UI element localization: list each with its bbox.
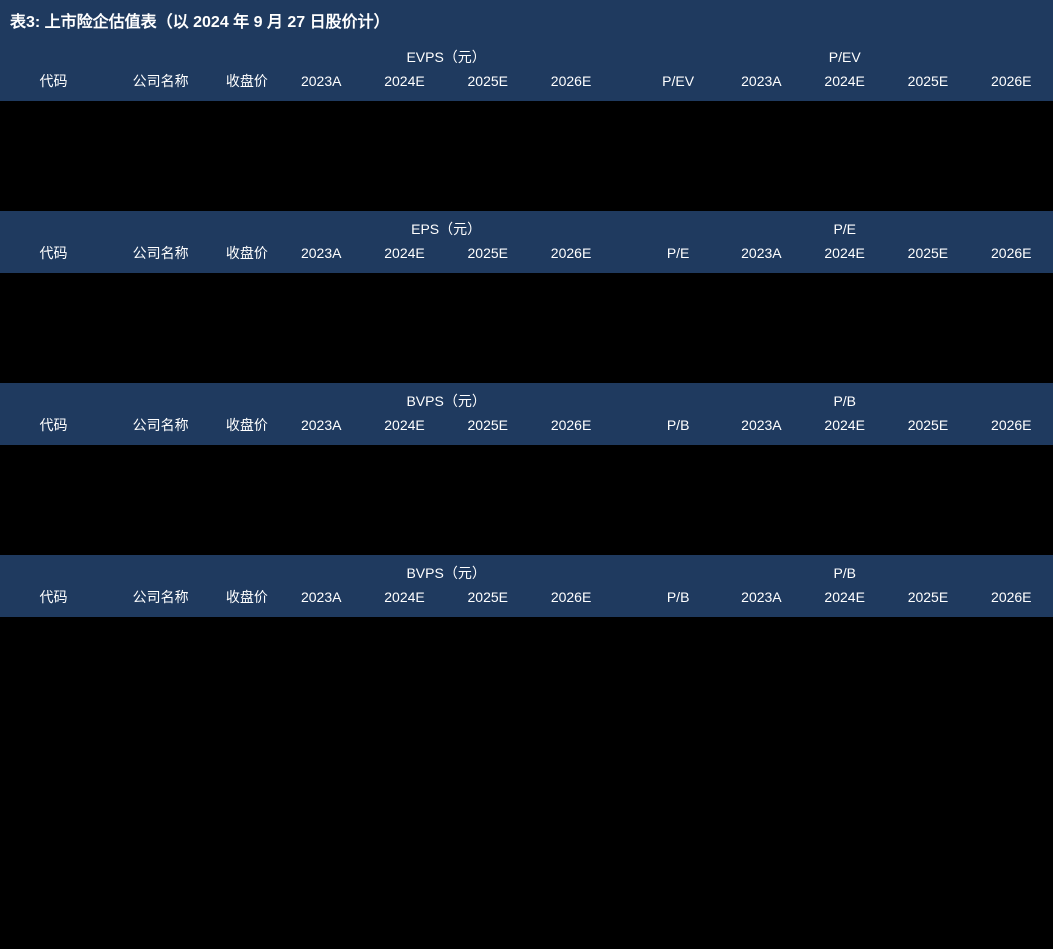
col-price-header: 收盘价: [214, 69, 279, 101]
col-year-header: 2024E: [803, 241, 886, 273]
col-year-header: 2024E: [363, 69, 446, 101]
group-right-label: P/E: [636, 211, 1053, 241]
col-code-header: 代码: [0, 69, 107, 101]
col-year-header: 2024E: [803, 413, 886, 445]
col-year-header: 2023A: [720, 69, 803, 101]
header-table: EVPS（元）P/EV代码公司名称收盘价2023A2024E2025E2026E…: [0, 39, 1053, 101]
col-ratio-header: P/E: [636, 241, 719, 273]
col-year-header: 2023A: [280, 241, 363, 273]
col-year-header: 2026E: [529, 69, 612, 101]
blank-header: [613, 413, 637, 445]
col-year-header: 2026E: [529, 585, 612, 617]
blank-header: [613, 585, 637, 617]
col-year-header: 2025E: [446, 413, 529, 445]
valuation-section: EVPS（元）P/EV代码公司名称收盘价2023A2024E2025E2026E…: [0, 39, 1053, 211]
col-year-header: 2025E: [886, 413, 969, 445]
col-year-header: 2024E: [803, 69, 886, 101]
col-year-header: 2024E: [803, 585, 886, 617]
col-ratio-header: P/EV: [636, 69, 719, 101]
col-year-header: 2025E: [446, 69, 529, 101]
col-year-header: 2026E: [970, 585, 1053, 617]
col-year-header: 2026E: [970, 413, 1053, 445]
col-year-header: 2023A: [280, 585, 363, 617]
valuation-section: BVPS（元）P/B代码公司名称收盘价2023A2024E2025E2026EP…: [0, 383, 1053, 555]
table-title: 表3: 上市险企估值表（以 2024 年 9 月 27 日股价计）: [0, 0, 1053, 39]
col-year-header: 2025E: [446, 585, 529, 617]
col-code-header: 代码: [0, 241, 107, 273]
col-year-header: 2025E: [886, 69, 969, 101]
blank-header: [0, 39, 280, 69]
col-year-header: 2026E: [970, 69, 1053, 101]
group-right-label: P/B: [637, 555, 1053, 585]
section-body: [0, 101, 1053, 211]
col-price-header: 收盘价: [214, 413, 279, 445]
col-name-header: 公司名称: [107, 69, 214, 101]
blank-header: [0, 383, 280, 413]
section-header: BVPS（元）P/B代码公司名称收盘价2023A2024E2025E2026EP…: [0, 555, 1053, 617]
group-left-label: BVPS（元）: [280, 383, 613, 413]
blank-header: [613, 39, 637, 69]
group-left-label: EPS（元）: [280, 211, 613, 241]
blank-header: [613, 241, 637, 273]
col-year-header: 2024E: [363, 585, 446, 617]
blank-header: [0, 211, 280, 241]
col-price-header: 收盘价: [214, 585, 279, 617]
section-body: [0, 273, 1053, 383]
col-code-header: 代码: [0, 413, 107, 445]
group-left-label: EVPS（元）: [280, 39, 613, 69]
blank-header: [613, 211, 637, 241]
col-ratio-header: P/B: [637, 585, 720, 617]
col-year-header: 2024E: [363, 413, 446, 445]
group-right-label: P/EV: [636, 39, 1053, 69]
col-year-header: 2026E: [529, 241, 612, 273]
section-header: EVPS（元）P/EV代码公司名称收盘价2023A2024E2025E2026E…: [0, 39, 1053, 101]
col-price-header: 收盘价: [214, 241, 279, 273]
col-year-header: 2025E: [886, 241, 969, 273]
col-year-header: 2025E: [886, 585, 969, 617]
valuation-section: EPS（元）P/E代码公司名称收盘价2023A2024E2025E2026EP/…: [0, 211, 1053, 383]
col-name-header: 公司名称: [107, 413, 214, 445]
col-year-header: 2023A: [720, 241, 803, 273]
valuation-section: BVPS（元）P/B代码公司名称收盘价2023A2024E2025E2026EP…: [0, 555, 1053, 727]
header-table: BVPS（元）P/B代码公司名称收盘价2023A2024E2025E2026EP…: [0, 383, 1053, 445]
col-year-header: 2023A: [720, 585, 803, 617]
header-table: BVPS（元）P/B代码公司名称收盘价2023A2024E2025E2026EP…: [0, 555, 1053, 617]
group-right-label: P/B: [637, 383, 1053, 413]
col-name-header: 公司名称: [107, 241, 214, 273]
col-ratio-header: P/B: [637, 413, 720, 445]
blank-header: [0, 555, 280, 585]
col-year-header: 2025E: [446, 241, 529, 273]
col-year-header: 2024E: [363, 241, 446, 273]
col-year-header: 2023A: [720, 413, 803, 445]
col-year-header: 2023A: [280, 69, 363, 101]
section-header: BVPS（元）P/B代码公司名称收盘价2023A2024E2025E2026EP…: [0, 383, 1053, 445]
blank-header: [613, 383, 637, 413]
col-year-header: 2026E: [529, 413, 612, 445]
section-header: EPS（元）P/E代码公司名称收盘价2023A2024E2025E2026EP/…: [0, 211, 1053, 273]
section-body: [0, 617, 1053, 727]
col-year-header: 2023A: [280, 413, 363, 445]
header-table: EPS（元）P/E代码公司名称收盘价2023A2024E2025E2026EP/…: [0, 211, 1053, 273]
blank-header: [613, 555, 637, 585]
col-name-header: 公司名称: [107, 585, 214, 617]
col-code-header: 代码: [0, 585, 107, 617]
group-left-label: BVPS（元）: [280, 555, 613, 585]
col-year-header: 2026E: [970, 241, 1053, 273]
section-body: [0, 445, 1053, 555]
blank-header: [613, 69, 637, 101]
source-area: [0, 727, 1053, 782]
